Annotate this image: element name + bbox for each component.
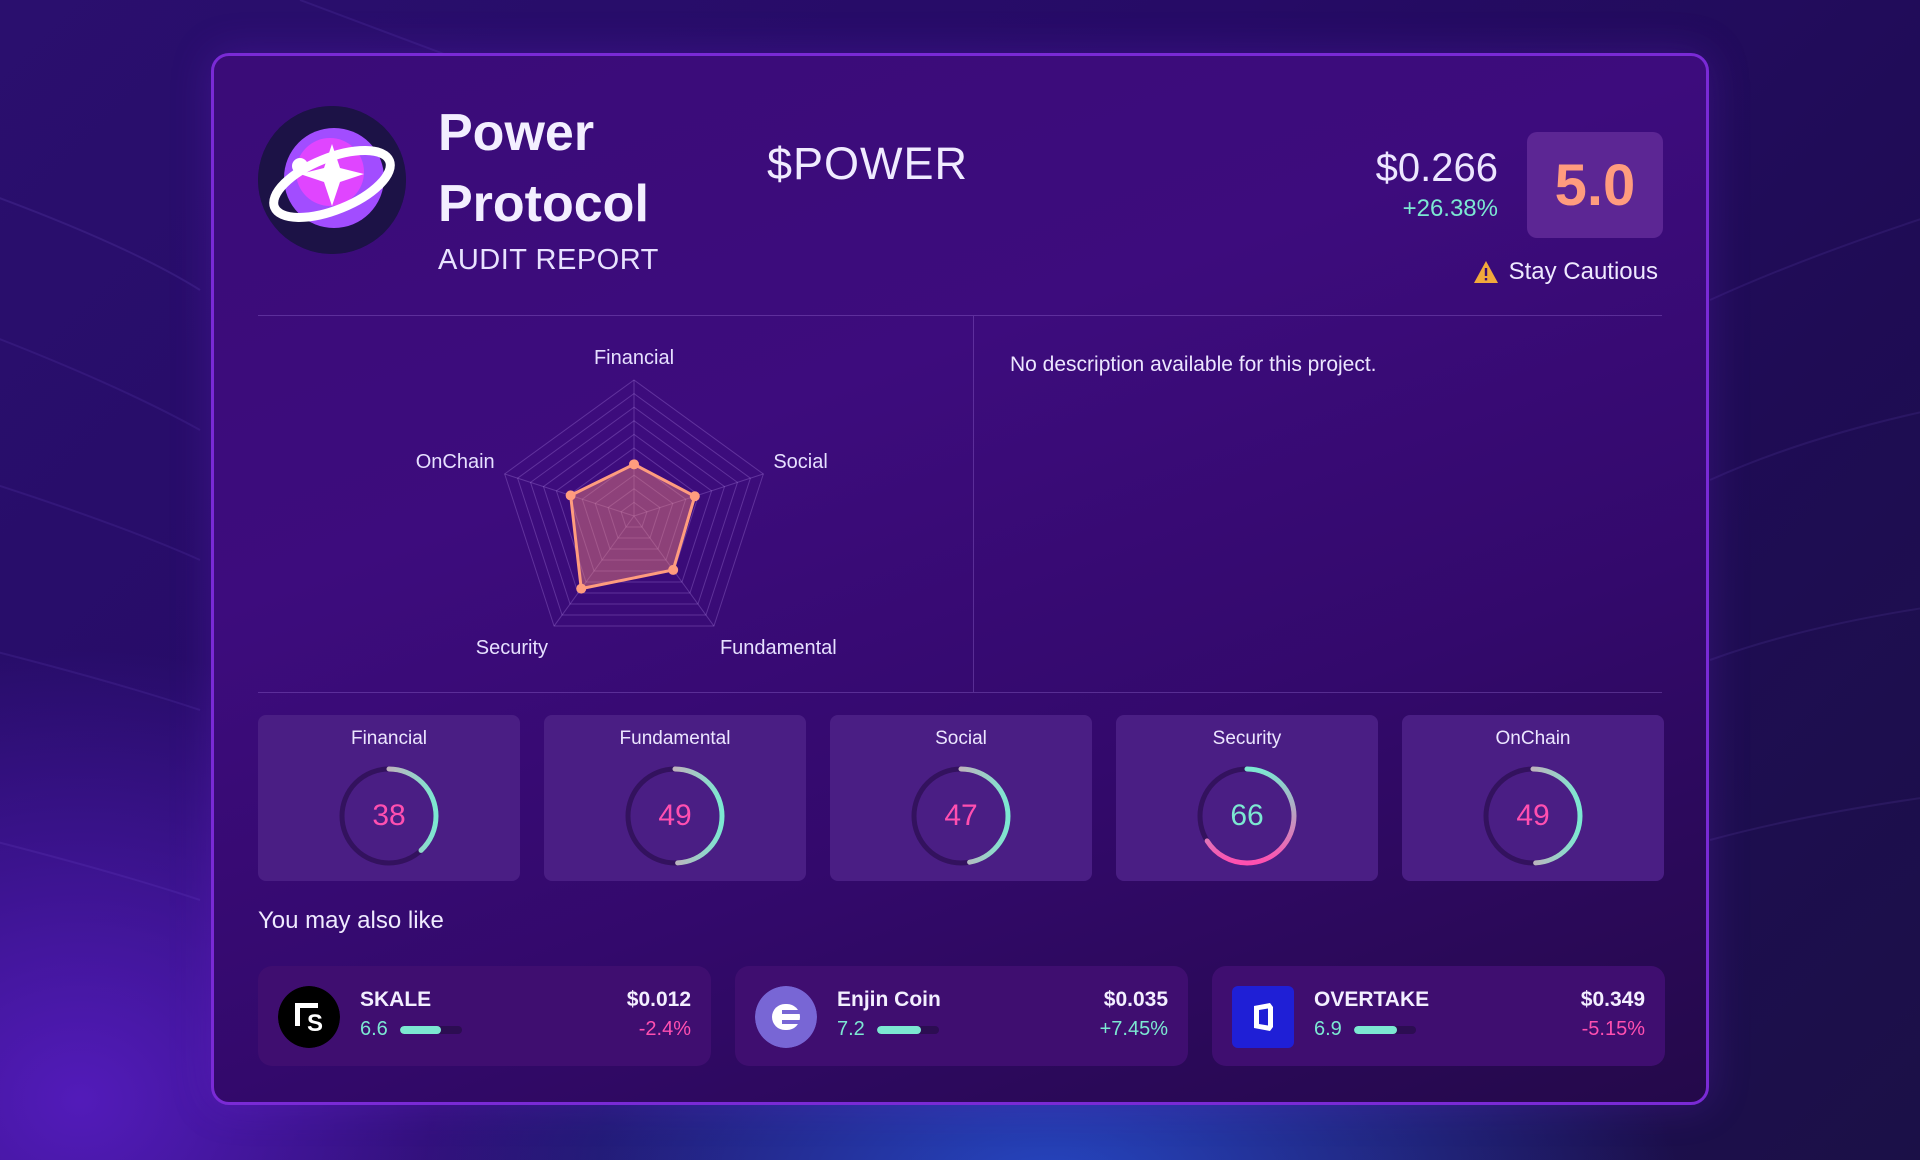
- radar-divider: [258, 692, 1662, 693]
- svg-text:S: S: [307, 1010, 323, 1037]
- metric-gauge-fill: [1483, 766, 1583, 866]
- overtake-logo-icon: [1232, 986, 1294, 1048]
- project-ticker: $POWER: [767, 138, 969, 189]
- recommendation-score-bar-fill: [1353, 1025, 1397, 1034]
- recommendation-name: Enjin Coin: [837, 988, 941, 1011]
- metric-label: OnChain: [1495, 728, 1571, 749]
- radar-point-security: [576, 583, 587, 594]
- verdict-text: Stay Cautious: [1508, 258, 1658, 285]
- metric-card-security: Security 66: [1116, 715, 1378, 881]
- metric-gauge: [339, 766, 439, 866]
- recommendation-score-bar: [1353, 1025, 1416, 1034]
- metric-gauge: [625, 766, 725, 866]
- section-divider: [973, 316, 974, 692]
- recommendation-score-bar: [876, 1025, 939, 1034]
- radar-chart: Financial Social Fundamental Security OnChai…: [416, 347, 837, 659]
- recommendation-score-bar-fill: [876, 1025, 922, 1034]
- recommendation-score-bar: [399, 1025, 462, 1034]
- metric-gauge-fill: [625, 766, 725, 866]
- recommendation-name: OVERTAKE: [1314, 988, 1430, 1011]
- also-like-heading: You may also like: [258, 907, 444, 934]
- project-price: $0.266: [1375, 146, 1498, 190]
- project-description: No description available for this projec…: [1010, 353, 1377, 376]
- metric-label: Social: [935, 728, 987, 749]
- recommendation-card-skale[interactable]: S SKALE 6.6 $0.012 -2.4%: [258, 966, 711, 1066]
- radar-axis-label-security: Security: [476, 637, 548, 659]
- warning-icon: [1473, 261, 1498, 283]
- price-block: $0.266 +26.38%: [1376, 146, 1498, 223]
- recommendation-price: $0.349: [1580, 988, 1645, 1011]
- metric-card-fundamental: Fundamental 49: [544, 715, 806, 881]
- header-divider: [258, 315, 1662, 316]
- metric-value: 47: [944, 799, 978, 832]
- recommendation-score: 6.6: [360, 1018, 462, 1041]
- metric-gauge: [1483, 766, 1583, 866]
- metric-value: 38: [372, 799, 406, 832]
- recommendation-score: 6.9: [1314, 1018, 1416, 1041]
- metric-label: Fundamental: [619, 728, 731, 749]
- recommendation-card-enjin-coin[interactable]: Enjin Coin 7.2 $0.035 +7.45%: [735, 966, 1188, 1066]
- metric-gauge: [1197, 766, 1297, 866]
- overall-score: 5.0: [1527, 132, 1663, 238]
- verdict-badge: Stay Cautious: [1473, 258, 1658, 286]
- metric-cards: Financial 38 Fundamental 49 Social 47 Security…: [258, 715, 1664, 881]
- radar-grid: [504, 379, 764, 627]
- recommendation-name: SKALE: [360, 988, 432, 1011]
- metric-value: 49: [658, 799, 692, 832]
- recommendation-change: +7.45%: [1099, 1018, 1168, 1040]
- metric-gauge-fill: [1197, 766, 1297, 866]
- metric-label: Security: [1212, 728, 1282, 749]
- radar-point-fundamental: [668, 564, 679, 575]
- radar-axis-label-fundamental: Fundamental: [720, 637, 837, 659]
- recommendation-price: $0.035: [1103, 988, 1168, 1011]
- radar-point-onchain: [565, 490, 576, 501]
- radar-axis-label-social: Social: [773, 451, 827, 473]
- metric-label: Financial: [350, 728, 428, 749]
- skale-logo-icon: S: [278, 986, 340, 1048]
- recommendation-score-value: 6.6: [360, 1018, 388, 1040]
- radar-series-area: [569, 462, 697, 591]
- recommendations: S SKALE 6.6 $0.012 -2.4% Enjin Coin 7.2 $0.035 +…: [258, 966, 1665, 1066]
- metric-card-financial: Financial 38: [258, 715, 520, 881]
- recommendation-change: -2.4%: [638, 1018, 691, 1040]
- radar-axis-label-financial: Financial: [594, 347, 674, 369]
- recommendation-change: -5.15%: [1581, 1018, 1645, 1040]
- audit-report-card: Power Protocol AUDIT REPORT $POWER $0.26…: [211, 53, 1709, 1105]
- metric-gauge-fill: [339, 766, 439, 866]
- radar-point-financial: [629, 459, 639, 470]
- project-name-line1: Power: [438, 104, 595, 162]
- recommendation-score-value: 7.2: [837, 1018, 865, 1040]
- metric-card-onchain: OnChain 49: [1402, 715, 1664, 881]
- audit-report-label: AUDIT REPORT: [438, 244, 659, 276]
- radar-axis-label-onchain: OnChain: [416, 451, 495, 473]
- price-change: +26.38%: [1402, 195, 1498, 222]
- radar-point-social: [689, 491, 700, 502]
- recommendation-card-overtake[interactable]: OVERTAKE 6.9 $0.349 -5.15%: [1212, 966, 1665, 1066]
- project-name-line2: Protocol: [438, 175, 649, 233]
- metric-card-social: Social 47: [830, 715, 1092, 881]
- power-protocol-logo-icon: [258, 106, 406, 254]
- recommendation-score-value: 6.9: [1314, 1018, 1342, 1040]
- recommendation-score-bar-fill: [399, 1025, 441, 1034]
- recommendation-price: $0.012: [626, 988, 691, 1011]
- metric-value: 66: [1230, 799, 1264, 832]
- metric-value: 49: [1516, 799, 1550, 832]
- metric-gauge-fill: [911, 766, 1011, 866]
- project-title-block: Power Protocol AUDIT REPORT: [438, 98, 659, 277]
- enjin-logo-icon: [755, 986, 817, 1048]
- recommendation-score: 7.2: [837, 1018, 939, 1041]
- metric-gauge: [911, 766, 1011, 866]
